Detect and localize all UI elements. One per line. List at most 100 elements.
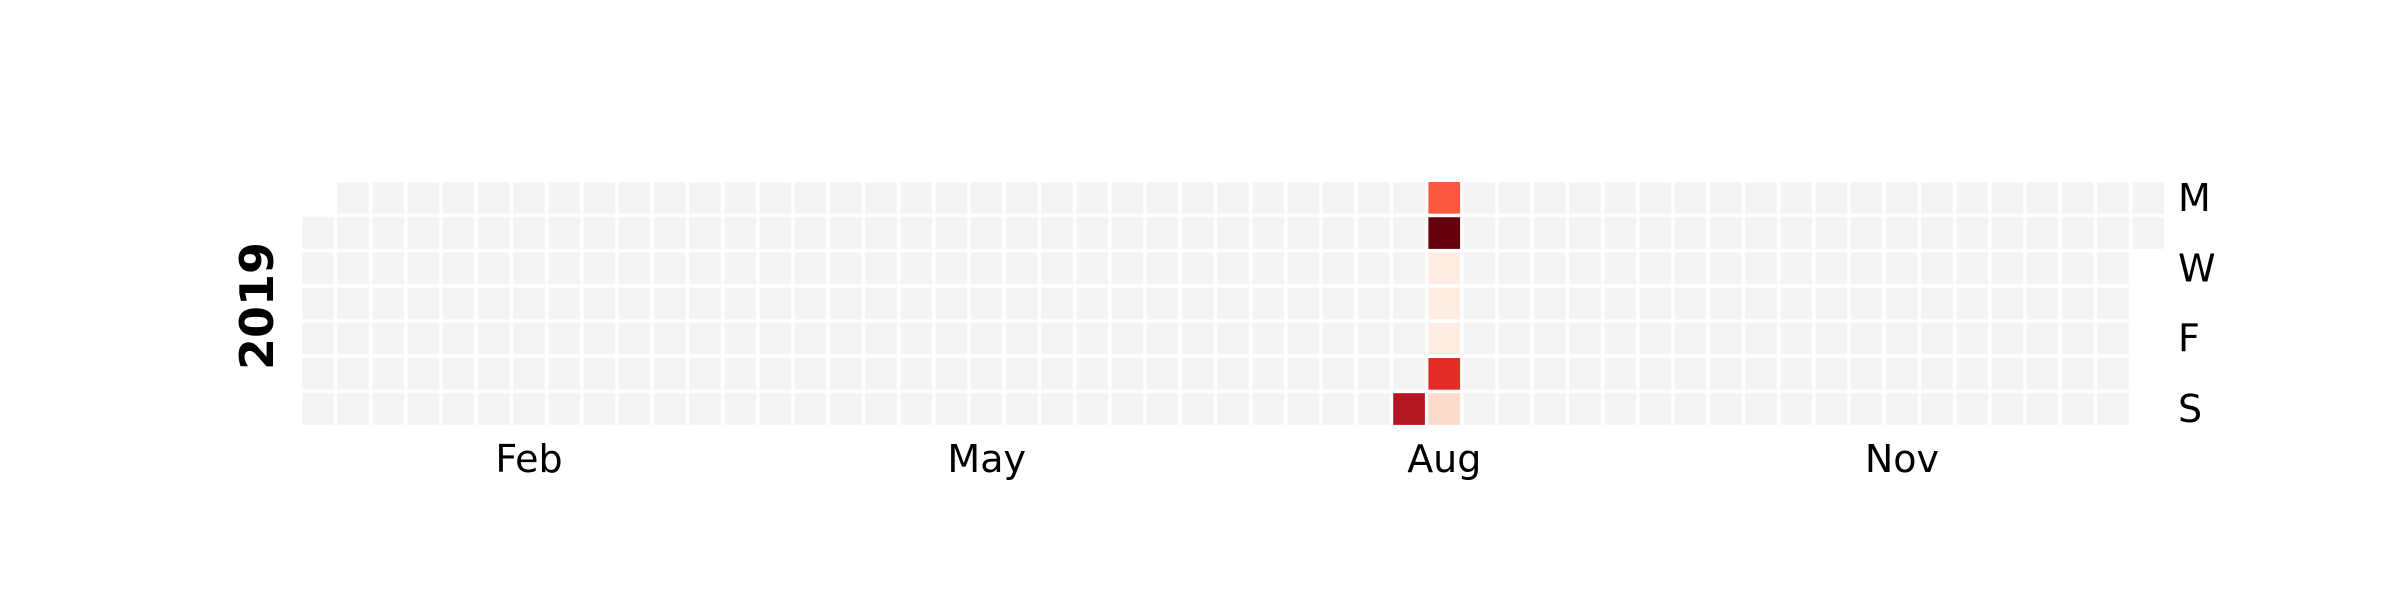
heatmap-cell: [654, 182, 686, 214]
heatmap-cell: [1886, 252, 1918, 285]
heatmap-cell: [2062, 322, 2094, 355]
heatmap-cell: [1463, 322, 1496, 355]
heatmap-cell: [302, 217, 334, 249]
heatmap-cell: [724, 322, 757, 355]
heatmap-cell-active: [1428, 322, 1461, 355]
heatmap-cell: [1217, 322, 1249, 355]
heatmap-cell: [2026, 322, 2059, 355]
heatmap-cell: [583, 252, 616, 285]
heatmap-cell: [513, 287, 545, 320]
heatmap-cell: [1604, 322, 1637, 355]
heatmap-cell: [1604, 182, 1637, 214]
heatmap-cell: [1146, 287, 1179, 320]
heatmap-cell: [2097, 358, 2129, 390]
heatmap-cell: [1886, 217, 1918, 249]
heatmap-cell: [1991, 252, 2024, 285]
heatmap-cell: [302, 252, 334, 285]
heatmap-cell: [1252, 287, 1285, 320]
heatmap-cell: [1463, 252, 1496, 285]
heatmap-cell: [935, 358, 968, 390]
heatmap-cell: [1569, 287, 1601, 320]
heatmap-cell: [1956, 182, 1989, 214]
heatmap-cell: [1393, 182, 1425, 214]
heatmap-cell: [935, 322, 968, 355]
heatmap-cell: [2062, 252, 2094, 285]
heatmap-cell: [1956, 322, 1989, 355]
heatmap-cell: [830, 252, 862, 285]
heatmap-cell: [1639, 217, 1672, 249]
heatmap-cell: [1182, 358, 1214, 390]
heatmap-cell: [1146, 217, 1179, 249]
heatmap-cell: [2026, 393, 2059, 425]
heatmap-cell: [1674, 287, 1707, 320]
heatmap-cell-active: [1428, 252, 1461, 285]
heatmap-cell: [1006, 322, 1038, 355]
heatmap-cell: [654, 252, 686, 285]
heatmap-cell: [407, 322, 440, 355]
heatmap-cell: [1569, 217, 1601, 249]
heatmap-cell: [1991, 393, 2024, 425]
heatmap-cell: [1780, 252, 1813, 285]
heatmap-cell: [1639, 182, 1672, 214]
year-label: 2019: [230, 242, 284, 370]
heatmap-cell: [1886, 322, 1918, 355]
heatmap-cell: [442, 252, 475, 285]
heatmap-cell: [970, 182, 1003, 214]
heatmap-cell: [865, 252, 897, 285]
heatmap-cell: [900, 217, 933, 249]
heatmap-cell: [830, 217, 862, 249]
heatmap-cell: [689, 217, 721, 249]
heatmap-cell: [2026, 287, 2059, 320]
heatmap-cell: [1534, 393, 1566, 425]
heatmap-cell: [1217, 393, 1249, 425]
heatmap-cell: [1076, 287, 1109, 320]
heatmap-cell: [1217, 287, 1249, 320]
heatmap-cell: [1850, 252, 1883, 285]
heatmap-cell: [1815, 182, 1848, 214]
heatmap-cell: [689, 358, 721, 390]
heatmap-cells: [302, 182, 2165, 425]
heatmap-cell: [1182, 217, 1214, 249]
heatmap-cell: [794, 358, 827, 390]
heatmap-cell: [372, 322, 405, 355]
heatmap-cell: [900, 393, 933, 425]
heatmap-cell: [548, 358, 581, 390]
heatmap-cell: [1815, 252, 1848, 285]
heatmap-cell: [1639, 358, 1672, 390]
heatmap-cell: [830, 182, 862, 214]
heatmap-cell: [794, 182, 827, 214]
heatmap-cell: [900, 287, 933, 320]
heatmap-cell: [1850, 393, 1883, 425]
heatmap-cell: [1780, 287, 1813, 320]
heatmap-cell: [407, 393, 440, 425]
heatmap-cell: [1850, 322, 1883, 355]
heatmap-cell: [1076, 322, 1109, 355]
heatmap-cell: [1463, 287, 1496, 320]
heatmap-cell: [654, 393, 686, 425]
heatmap-cell: [970, 287, 1003, 320]
heatmap-cell: [724, 182, 757, 214]
heatmap-cell: [1639, 393, 1672, 425]
heatmap-cell: [865, 358, 897, 390]
heatmap-cell: [1217, 182, 1249, 214]
heatmap-cell: [1956, 287, 1989, 320]
heatmap-cell: [1146, 322, 1179, 355]
heatmap-cell: [1006, 393, 1038, 425]
heatmap-cell: [970, 358, 1003, 390]
heatmap-cell: [654, 358, 686, 390]
heatmap-cell: [372, 252, 405, 285]
heatmap-cell: [478, 393, 510, 425]
heatmap-cell: [1182, 393, 1214, 425]
heatmap-cell: [513, 358, 545, 390]
heatmap-cell: [1815, 322, 1848, 355]
heatmap-cell: [1710, 322, 1742, 355]
heatmap-cell: [372, 358, 405, 390]
heatmap-cell: [1252, 217, 1285, 249]
heatmap-cell: [759, 287, 792, 320]
heatmap-cell: [1358, 217, 1390, 249]
heatmap-cell: [372, 393, 405, 425]
heatmap-cell: [1111, 217, 1144, 249]
heatmap-cell: [865, 322, 897, 355]
heatmap-cell: [1041, 287, 1073, 320]
